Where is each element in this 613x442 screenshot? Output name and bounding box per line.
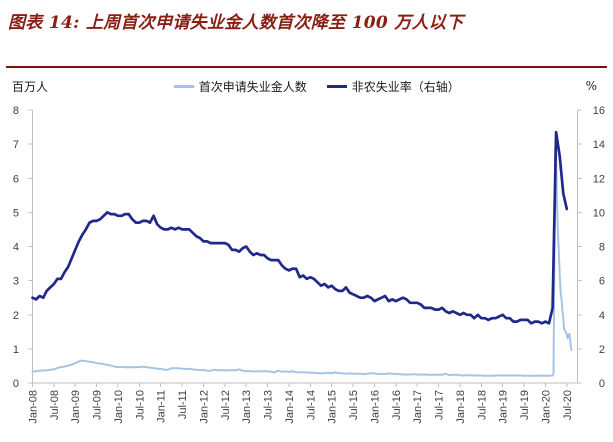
x-axis-tick-label: Jul-17 <box>434 390 446 420</box>
legend-label: 非农失业率（右轴） <box>351 79 460 94</box>
initial-claims-line <box>31 147 573 377</box>
left-axis-tick-label: 8 <box>13 105 19 117</box>
right-axis-tick-label: 0 <box>599 378 605 390</box>
x-axis-tick-label: Jan-20 <box>540 390 552 424</box>
right-axis-unit-label: % <box>585 79 597 93</box>
legend-swatch-icon <box>326 84 347 88</box>
title-divider-rule <box>6 66 607 68</box>
left-axis-tick-label: 7 <box>13 139 19 151</box>
x-axis-tick-label: Jan-12 <box>198 390 210 424</box>
right-axis-tick-label: 6 <box>599 276 605 288</box>
x-axis-tick-label: Jan-10 <box>113 390 125 424</box>
x-axis-tick-label: Jan-15 <box>327 390 339 424</box>
x-axis-tick-label: Jul-20 <box>562 390 574 420</box>
x-axis-tick-label: Jul-19 <box>519 390 531 420</box>
x-axis-tick-label: Jul-10 <box>134 390 146 420</box>
left-axis-tick-label: 1 <box>13 344 19 356</box>
chart-legend: 首次申请失业金人数 非农失业率（右轴） <box>48 78 586 95</box>
right-axis-tick-label: 12 <box>593 173 605 185</box>
right-axis-tick-label: 4 <box>599 310 605 322</box>
legend-item: 非农失业率（右轴） <box>326 78 460 95</box>
right-axis-tick-label: 16 <box>593 105 605 117</box>
legend-item: 首次申请失业金人数 <box>173 78 307 95</box>
x-axis-tick-label: Jan-19 <box>498 390 510 424</box>
x-axis-tick-label: Jan-18 <box>455 390 467 424</box>
figure-title: 图表 14: 上周首次申请失业金人数首次降至 100 万人以下 <box>8 13 464 33</box>
legend-label: 首次申请失业金人数 <box>198 79 307 94</box>
x-axis-tick-label: Jan-08 <box>28 390 40 424</box>
x-axis-tick-label: Jul-13 <box>263 390 275 420</box>
x-axis-tick-label: Jul-09 <box>92 390 104 420</box>
left-axis-unit-label: 百万人 <box>12 79 49 94</box>
right-axis-tick-label: 8 <box>599 242 605 254</box>
x-axis-tick-label: Jul-14 <box>305 390 317 420</box>
x-axis-tick-label: Jul-18 <box>476 390 488 420</box>
x-axis-tick-label: Jul-08 <box>49 390 61 420</box>
right-axis-tick-label: 14 <box>593 139 605 151</box>
left-axis-tick-label: 0 <box>13 378 19 390</box>
x-axis-tick-label: Jul-15 <box>348 390 360 420</box>
x-axis-tick-label: Jul-11 <box>177 390 189 419</box>
x-axis-tick-label: Jan-13 <box>241 390 253 424</box>
left-axis-tick-label: 4 <box>13 242 19 254</box>
left-axis-tick-label: 3 <box>13 276 19 288</box>
x-axis-tick-label: Jan-17 <box>412 390 424 424</box>
x-axis-tick-label: Jan-11 <box>156 390 168 423</box>
left-axis-tick-label: 2 <box>13 310 19 322</box>
x-axis-tick-label: Jul-12 <box>220 390 232 420</box>
left-axis-tick-label: 6 <box>13 173 19 185</box>
right-axis-tick-label: 2 <box>599 344 605 356</box>
legend-swatch-icon <box>173 84 194 88</box>
x-axis-tick-label: Jan-16 <box>369 390 381 424</box>
right-axis-tick-label: 10 <box>593 207 605 219</box>
x-axis-tick-label: Jul-16 <box>391 390 403 420</box>
x-axis-tick-label: Jan-14 <box>284 390 296 424</box>
chart-header-row: 百万人 首次申请失业金人数 非农失业率（右轴） % <box>0 76 613 96</box>
unemployment-rate-line <box>31 130 569 325</box>
left-axis-tick-label: 5 <box>13 207 19 219</box>
x-axis-tick-label: Jan-09 <box>70 390 82 424</box>
